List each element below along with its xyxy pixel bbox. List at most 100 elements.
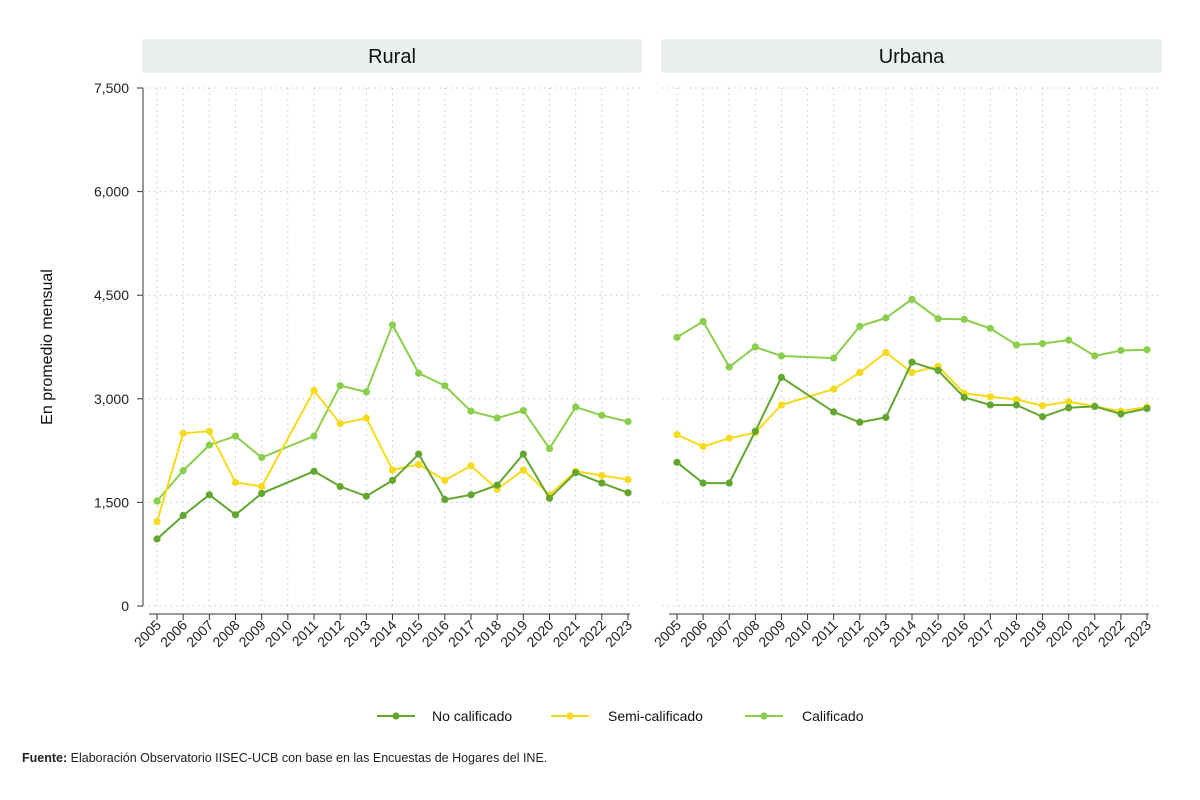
x-tick-label: 2013	[860, 617, 893, 650]
data-point-calificado	[960, 315, 968, 323]
data-point-semi_calificado	[519, 466, 527, 474]
source-label: Fuente:	[22, 751, 68, 765]
series-line-semi_calificado	[676, 351, 1148, 448]
x-tick-label: 2007	[703, 617, 736, 650]
panel-title: Rural	[368, 46, 416, 68]
data-point-calificado	[362, 388, 370, 396]
data-point-no_calificado	[179, 511, 187, 520]
data-point-no_calificado	[624, 489, 632, 497]
legend-label: Semi-calificado	[608, 708, 703, 724]
y-axis-label: En promedio mensual	[39, 269, 56, 425]
panel-rural: Rural20052006200720082009201020112012201…	[131, 39, 642, 650]
data-point-semi_calificado	[441, 476, 449, 484]
data-point-no_calificado	[673, 458, 681, 466]
series-line-no_calificado	[156, 452, 629, 540]
x-tick-label: 2006	[157, 617, 190, 650]
legend-marker	[392, 712, 400, 720]
panel-strip	[661, 39, 1162, 73]
y-tick-label: 1,500	[94, 494, 129, 510]
data-point-calificado	[519, 406, 527, 415]
data-point-no_calificado	[1143, 404, 1151, 413]
x-tick-label: 2023	[602, 617, 635, 650]
source-note: Fuente: Elaboración Observatorio IISEC-U…	[22, 751, 547, 765]
x-tick-label: 2012	[834, 617, 867, 650]
y-tick-label: 7,500	[94, 80, 129, 96]
data-point-no_calificado	[310, 467, 318, 475]
data-point-semi_calificado	[388, 466, 397, 474]
x-tick-label: 2021	[1069, 617, 1102, 650]
source-text: Elaboración Observatorio IISEC-UCB con b…	[70, 751, 548, 765]
panel-strip	[142, 39, 642, 73]
data-point-no_calificado	[882, 413, 890, 422]
data-point-no_calificado	[441, 496, 449, 504]
data-point-no_calificado	[231, 511, 240, 519]
data-point-semi_calificado	[205, 427, 213, 435]
data-point-no_calificado	[725, 479, 733, 487]
data-point-semi_calificado	[624, 476, 632, 484]
data-point-no_calificado	[467, 491, 475, 499]
data-point-calificado	[258, 453, 266, 462]
data-point-calificado	[908, 295, 916, 303]
data-point-no_calificado	[699, 479, 707, 487]
panel-urbana: Urbana2005200620072008200920102011201220…	[651, 39, 1162, 650]
data-point-no_calificado	[1012, 401, 1021, 409]
data-point-no_calificado	[388, 476, 397, 484]
data-point-calificado	[467, 407, 475, 415]
x-tick-label: 2022	[1095, 617, 1128, 650]
data-point-no_calificado	[336, 482, 344, 491]
data-point-no_calificado	[205, 491, 213, 499]
data-point-no_calificado	[519, 450, 527, 458]
data-point-no_calificado	[362, 492, 370, 500]
data-point-no_calificado	[415, 450, 423, 458]
data-point-semi_calificado	[1012, 395, 1021, 404]
data-point-calificado	[699, 317, 707, 326]
x-tick-label: 2019	[1016, 617, 1049, 650]
data-point-semi_calificado	[415, 460, 423, 469]
x-tick-label: 2014	[886, 617, 919, 650]
x-tick-label: 2005	[651, 617, 684, 650]
data-point-semi_calificado	[699, 442, 707, 451]
x-tick-label: 2018	[471, 617, 504, 650]
data-point-calificado	[1038, 339, 1047, 348]
x-tick-label: 2017	[445, 617, 478, 650]
legend-label: No calificado	[432, 708, 512, 724]
data-point-no_calificado	[856, 418, 864, 426]
data-point-semi_calificado	[856, 368, 864, 377]
data-point-calificado	[624, 417, 632, 426]
data-point-calificado	[441, 382, 449, 390]
legend-marker	[760, 712, 768, 720]
x-tick-label: 2018	[990, 617, 1023, 650]
data-point-calificado	[725, 363, 733, 371]
data-point-calificado	[336, 382, 344, 390]
x-tick-label: 2008	[729, 617, 762, 650]
data-point-semi_calificado	[882, 348, 890, 357]
data-point-semi_calificado	[467, 462, 475, 470]
data-point-calificado	[415, 369, 423, 377]
data-point-calificado	[1065, 336, 1073, 344]
data-point-no_calificado	[960, 393, 968, 402]
data-point-semi_calificado	[1065, 397, 1073, 406]
data-point-calificado	[934, 315, 942, 323]
series-line-no_calificado	[676, 360, 1148, 485]
x-tick-label: 2020	[523, 617, 556, 650]
data-point-semi_calificado	[310, 386, 318, 395]
x-tick-label: 2007	[183, 617, 216, 650]
data-point-calificado	[1012, 341, 1021, 349]
data-point-no_calificado	[830, 408, 838, 416]
data-point-no_calificado	[1117, 410, 1125, 418]
data-point-no_calificado	[598, 479, 606, 487]
x-tick-label: 2017	[964, 617, 997, 650]
data-point-calificado	[572, 403, 580, 411]
data-point-no_calificado	[545, 494, 554, 502]
data-point-no_calificado	[1065, 404, 1073, 412]
data-point-calificado	[179, 467, 187, 475]
y-tick-label: 4,500	[94, 287, 129, 303]
data-point-no_calificado	[908, 358, 916, 366]
data-point-no_calificado	[493, 481, 501, 489]
x-tick-label: 2011	[289, 617, 322, 650]
y-tick-label: 6,000	[94, 184, 129, 200]
data-point-calificado	[310, 432, 318, 440]
data-point-semi_calificado	[179, 429, 187, 437]
series-line-semi_calificado	[156, 388, 629, 522]
